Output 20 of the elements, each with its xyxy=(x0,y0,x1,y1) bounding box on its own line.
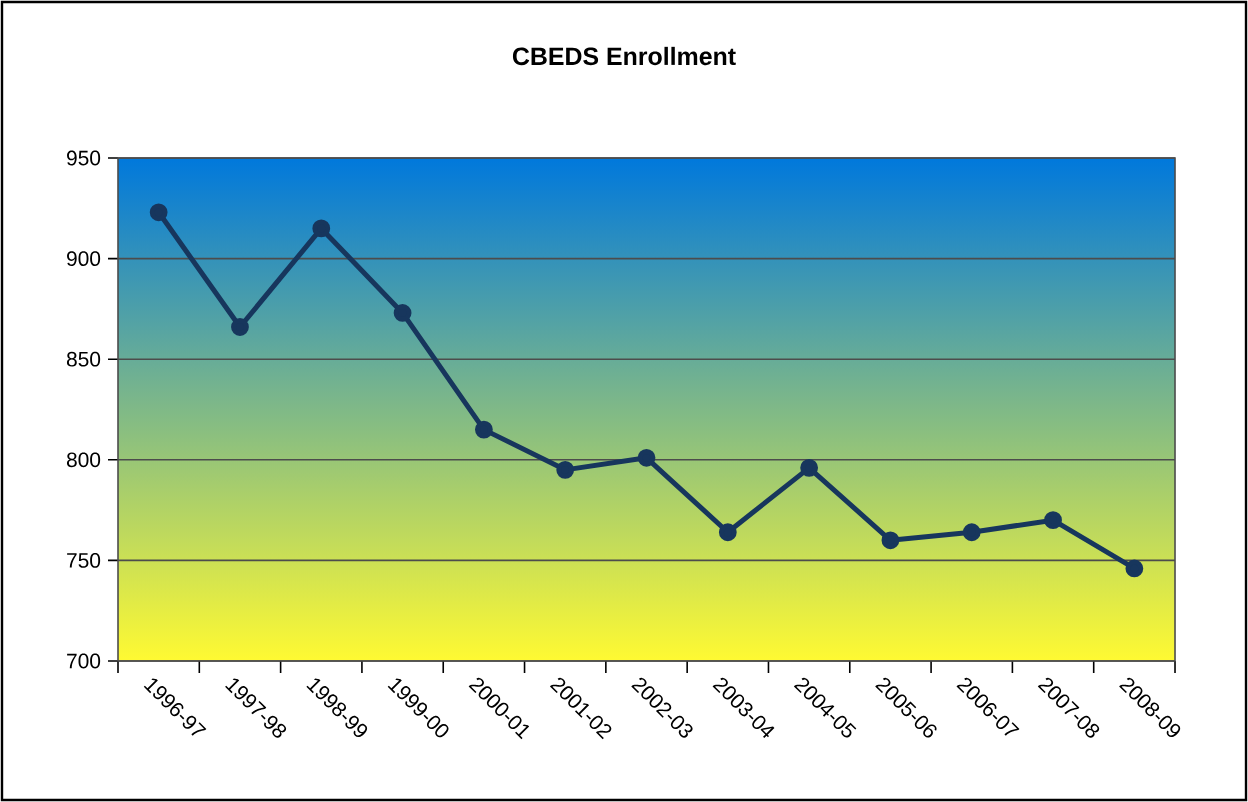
point xyxy=(1125,559,1144,578)
point xyxy=(637,448,656,467)
y-tick-label: 750 xyxy=(67,553,101,568)
y-tick-label: 800 xyxy=(66,452,101,468)
point xyxy=(231,318,249,336)
y-tick-label: 850 xyxy=(66,351,101,367)
point xyxy=(881,531,900,550)
point xyxy=(556,460,575,479)
point xyxy=(962,523,981,542)
point xyxy=(149,203,168,222)
y-tick-label: 950 xyxy=(67,150,101,166)
point xyxy=(718,523,737,542)
point xyxy=(312,219,331,238)
point xyxy=(1044,511,1062,530)
point xyxy=(800,458,819,477)
y-tick-label: 900 xyxy=(67,251,101,267)
point xyxy=(393,304,412,322)
point xyxy=(474,420,493,439)
chart-title: CBEDS Enrollment xyxy=(512,46,736,66)
y-tick-label: 700 xyxy=(67,653,101,669)
